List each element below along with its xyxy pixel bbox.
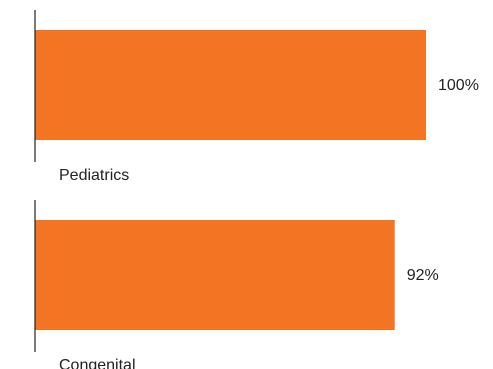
bar-pediatrics — [35, 30, 426, 140]
bar-congenital — [35, 220, 395, 330]
value-label: 92% — [407, 267, 439, 284]
category-label: Pediatrics — [59, 167, 129, 184]
value-label: 100% — [438, 77, 479, 94]
category-label: Congenital — [59, 357, 136, 369]
